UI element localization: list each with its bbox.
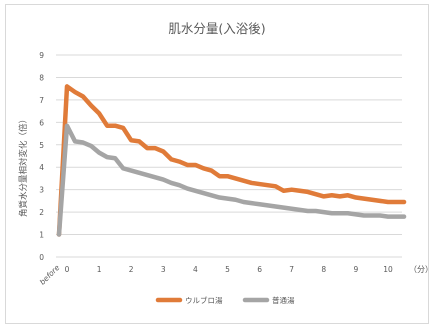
x-tick-label: 0 [65, 265, 70, 274]
y-tick-label: 1 [39, 231, 44, 240]
y-tick-label: 0 [39, 253, 44, 262]
legend-label: 普通湯 [272, 295, 295, 305]
chart-frame [5, 4, 429, 324]
y-tick-label: 4 [39, 163, 44, 172]
legend: ウルブロ湯 普通湯 [155, 295, 295, 305]
y-tick-label: 3 [39, 186, 44, 195]
x-tick-label: 9 [354, 265, 359, 274]
y-tick-label: 5 [39, 141, 44, 150]
chart-title: 肌水分量(入浴後) [168, 21, 265, 36]
x-tick-label: 1 [97, 265, 102, 274]
x-axis-ticks: before 0 1 2 3 4 5 6 7 8 9 10 [38, 263, 393, 287]
x-axis-unit-label: （分） [409, 265, 433, 274]
x-tick-label: 5 [225, 265, 230, 274]
x-tick-label: 3 [161, 265, 166, 274]
y-axis-ticks: 0 1 2 3 4 5 6 7 8 9 [39, 51, 44, 262]
x-tick-label: before [38, 263, 62, 287]
y-tick-label: 6 [39, 118, 44, 127]
gridlines [56, 54, 402, 258]
x-tick-label: 8 [321, 265, 326, 274]
x-tick-label: 7 [289, 265, 294, 274]
y-tick-label: 2 [39, 208, 44, 217]
y-tick-label: 9 [39, 51, 44, 60]
y-axis-label: 角質水分量相対変化（倍） [18, 115, 29, 217]
y-tick-label: 7 [39, 96, 44, 105]
x-tick-label: 2 [129, 265, 134, 274]
x-tick-label: 10 [383, 265, 393, 274]
series-line [56, 123, 407, 237]
legend-label: ウルブロ湯 [185, 295, 223, 305]
series-line [56, 84, 407, 237]
x-tick-label: 4 [193, 265, 198, 274]
series-layer [56, 84, 407, 237]
x-tick-label: 6 [257, 265, 262, 274]
y-tick-label: 8 [39, 73, 44, 82]
